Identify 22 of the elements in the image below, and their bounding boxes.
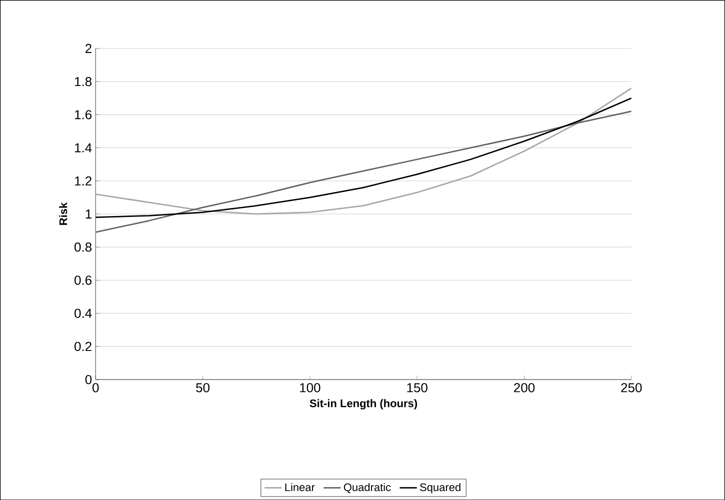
y-axis-title: Risk xyxy=(59,202,68,225)
y-tick-label: 1.6 xyxy=(75,110,92,120)
y-tick-label: 2 xyxy=(86,44,92,53)
legend-label: Quadratic xyxy=(344,482,391,493)
x-axis-title: Sit-in Length (hours) xyxy=(310,399,418,410)
y-tick-label: 0.2 xyxy=(74,342,92,351)
y-tick-label: 0 xyxy=(85,374,92,384)
legend-label: Linear xyxy=(285,482,315,492)
legend-label: Squared xyxy=(420,482,460,494)
x-tick-label: 0 xyxy=(92,382,99,392)
y-tick-label: 1.2 xyxy=(75,176,92,186)
x-tick-label: 100 xyxy=(300,382,320,392)
x-tick-label: 50 xyxy=(196,382,210,392)
y-tick-label: 1.4 xyxy=(75,143,92,152)
y-tick-label: 0.6 xyxy=(74,276,92,285)
y-tick-label: 0.4 xyxy=(74,308,92,318)
x-tick-label: 250 xyxy=(621,382,642,392)
x-tick-label: 150 xyxy=(407,382,428,392)
x-tick-label: 200 xyxy=(514,382,535,392)
y-tick-label: 1.8 xyxy=(75,76,92,86)
y-tick-label: 0.8 xyxy=(74,242,92,252)
y-tick-label: 1 xyxy=(86,209,92,218)
